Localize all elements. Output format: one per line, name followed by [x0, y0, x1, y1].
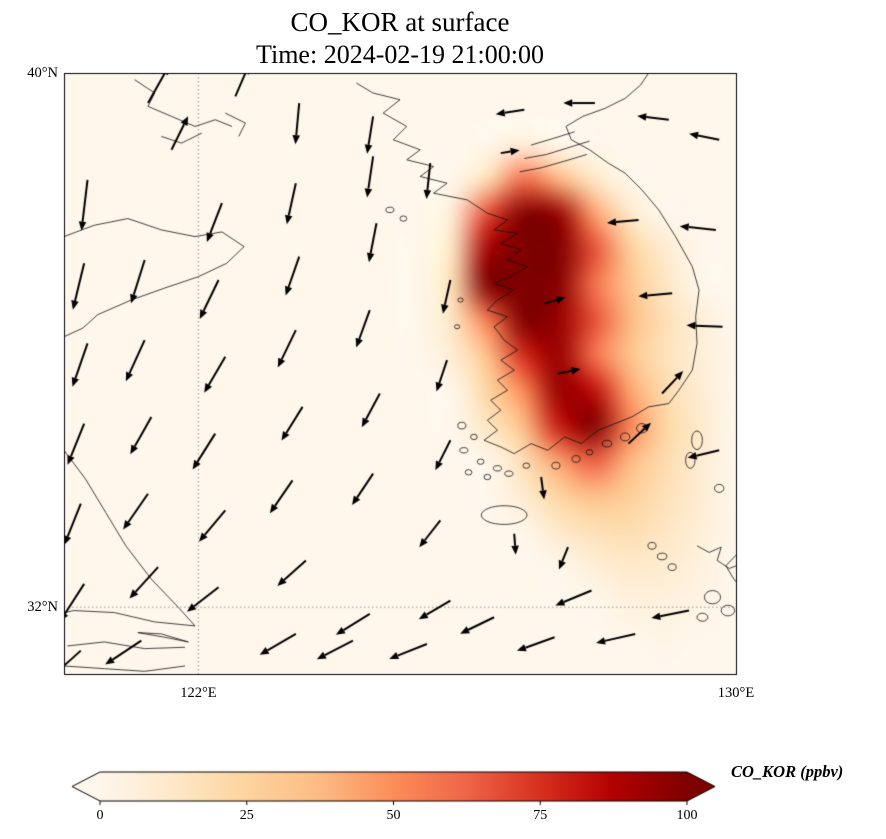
colorbar-tick-label: 0 — [96, 808, 104, 823]
colorbar-tick-label: 100 — [676, 808, 698, 823]
x-tick-label: 122°E — [180, 685, 217, 701]
colorbar-tick-label: 75 — [533, 808, 548, 823]
x-tick-label: 130°E — [717, 685, 755, 701]
y-tick-label: 40°N — [27, 65, 58, 81]
colorbar-tick-label: 25 — [239, 808, 254, 823]
colorbar-tick-label: 50 — [386, 808, 401, 823]
colorbar-label: CO_KOR (ppbv) — [731, 762, 844, 781]
y-tick-label: 32°N — [27, 599, 58, 616]
